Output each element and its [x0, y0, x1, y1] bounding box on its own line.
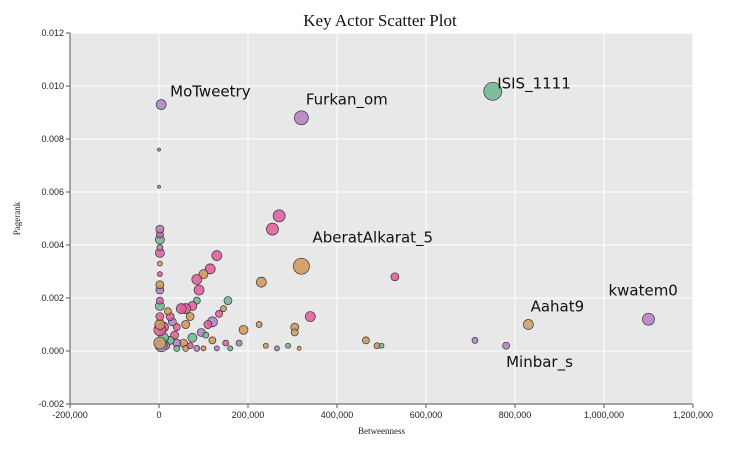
y-tick-label: 0.008 — [41, 134, 64, 144]
data-point — [157, 147, 161, 152]
chart-title: Key Actor Scatter Plot — [303, 11, 457, 30]
data-point — [274, 345, 280, 352]
data-point — [293, 257, 310, 275]
axes: -0.002 0.000 0.002 0.004 0.006 0.008 0.010 0.01… — [38, 28, 713, 420]
point-annotation: Minbar_s — [506, 353, 573, 372]
data-point — [193, 345, 201, 352]
data-point — [172, 323, 181, 331]
data-point — [157, 271, 163, 277]
data-point — [304, 311, 316, 322]
y-tick-label: 0.010 — [41, 81, 64, 91]
data-point — [214, 345, 220, 352]
data-point — [222, 339, 230, 347]
data-point — [227, 345, 234, 352]
point-annotation: Furkan_om — [306, 91, 388, 110]
data-point — [642, 312, 655, 326]
data-point — [181, 320, 191, 329]
data-point — [156, 296, 164, 305]
data-point — [471, 337, 479, 344]
data-point — [204, 263, 216, 275]
y-tick-label: 0.006 — [41, 187, 64, 197]
data-point — [522, 319, 534, 330]
data-point — [186, 342, 194, 350]
x-tick-label: 1,200,000 — [673, 410, 713, 420]
x-tick-label: 1,000,000 — [584, 410, 624, 420]
x-tick-label: 600,000 — [410, 410, 443, 420]
data-point — [156, 244, 164, 251]
data-point — [157, 184, 161, 189]
data-point — [378, 342, 385, 349]
data-point — [235, 339, 243, 347]
point-annotation: Aahat9 — [531, 297, 585, 315]
data-point — [193, 284, 205, 296]
y-tick-label: 0.004 — [41, 240, 64, 250]
point-annotation: ISIS_1111 — [497, 75, 571, 94]
x-tick-label: 400,000 — [321, 410, 354, 420]
data-point — [191, 274, 203, 285]
data-point — [238, 324, 249, 335]
data-point — [272, 209, 286, 223]
data-point — [154, 319, 166, 330]
data-point — [155, 312, 165, 321]
data-point — [223, 296, 233, 305]
data-point — [211, 250, 223, 261]
y-tick-label: 0.002 — [41, 293, 64, 303]
data-point — [164, 307, 172, 316]
data-point — [175, 303, 187, 314]
x-tick-label: -200,000 — [52, 410, 88, 420]
y-tick-label: -0.002 — [38, 399, 64, 409]
data-point — [483, 81, 503, 101]
point-annotations: ISIS_1111 MoTweetry Furkan_om AberatAlkarat… — [170, 75, 678, 372]
data-point — [155, 99, 167, 110]
data-point — [262, 342, 269, 349]
data-point — [153, 336, 167, 350]
data-point — [173, 345, 181, 352]
data-point — [220, 305, 227, 312]
data-point — [390, 272, 400, 282]
data-point — [200, 345, 207, 352]
point-annotation: AberatAlkarat_5 — [313, 228, 434, 247]
data-point — [256, 276, 267, 288]
data-point — [155, 224, 165, 234]
data-point — [290, 328, 299, 337]
y-tick-label: 0.000 — [41, 346, 64, 356]
x-tick-label: 800,000 — [499, 410, 532, 420]
data-point — [208, 336, 217, 345]
x-tick-label: 200,000 — [232, 410, 265, 420]
data-point — [157, 260, 163, 267]
x-tick-label: 0 — [156, 410, 161, 420]
data-point — [198, 269, 209, 279]
data-point — [362, 336, 370, 345]
data-point — [255, 321, 263, 328]
point-annotation: kwatem0 — [608, 281, 677, 299]
data-points — [153, 81, 655, 353]
data-point — [203, 320, 213, 329]
data-point — [215, 310, 223, 318]
data-point — [202, 331, 210, 339]
x-axis-title: Betweenness — [358, 426, 405, 436]
point-annotation: MoTweetry — [170, 83, 251, 101]
data-point — [266, 222, 279, 236]
y-axis-title: Pagerank — [12, 201, 22, 235]
data-point — [187, 332, 198, 343]
data-point — [502, 341, 510, 350]
data-point — [185, 312, 195, 321]
data-point — [296, 346, 302, 351]
data-point — [155, 280, 165, 290]
y-tick-label: 0.012 — [41, 28, 64, 38]
data-point — [285, 342, 291, 349]
data-point — [294, 110, 309, 126]
